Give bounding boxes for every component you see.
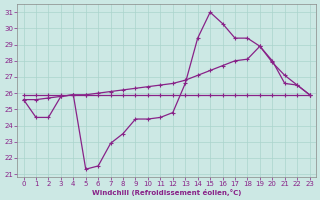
X-axis label: Windchill (Refroidissement éolien,°C): Windchill (Refroidissement éolien,°C) [92, 189, 241, 196]
